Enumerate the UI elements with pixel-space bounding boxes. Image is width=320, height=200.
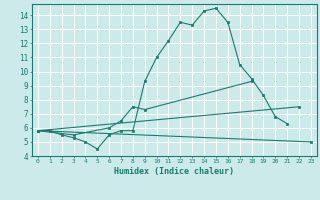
X-axis label: Humidex (Indice chaleur): Humidex (Indice chaleur) [115,167,234,176]
